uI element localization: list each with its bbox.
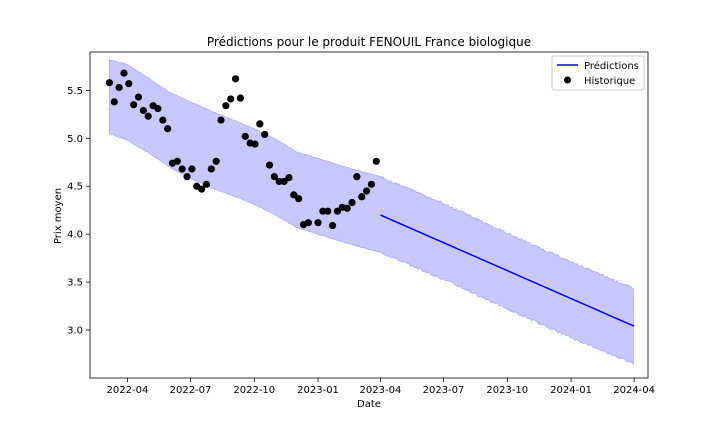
history-point [241, 132, 249, 140]
history-point [134, 93, 143, 101]
prediction-line [380, 214, 635, 327]
history-point [125, 80, 133, 88]
history-point [198, 185, 206, 193]
x-tick-label: 2022-10 [233, 385, 275, 396]
history-point [164, 125, 172, 133]
legend-label-history: Historique [584, 76, 635, 87]
history-point [105, 79, 114, 87]
history-point [261, 130, 269, 139]
history-point [207, 165, 215, 173]
x-axis-label: Date [357, 399, 381, 410]
x-tick-label: 2023-10 [486, 385, 528, 396]
history-point [154, 104, 162, 113]
y-tick-label: 3.5 [67, 278, 83, 289]
chart-title: Prédictions pour le produit FENOUIL Fran… [207, 35, 531, 49]
y-tick-label: 3.0 [67, 326, 83, 337]
history-point [251, 140, 259, 148]
history-point [358, 193, 366, 201]
history-point [188, 165, 196, 173]
history-point [333, 207, 342, 215]
history-point [231, 75, 240, 83]
history-point [295, 195, 303, 203]
history-point [159, 116, 167, 124]
history-point [314, 219, 322, 227]
history-point [290, 191, 298, 199]
x-tick-label: 2023-07 [423, 385, 465, 396]
history-point [280, 177, 288, 186]
history-point [222, 102, 230, 110]
history-point [265, 161, 274, 169]
history-point [173, 157, 181, 165]
x-tick-label: 2024-01 [550, 385, 592, 396]
y-axis-label: Prix moyen [53, 188, 64, 244]
y-tick-label: 4.0 [67, 230, 83, 241]
legend: Prédictions Historique [551, 55, 645, 91]
history-point [115, 83, 123, 92]
x-tick-label: 2022-04 [107, 385, 149, 396]
plot-frame [89, 51, 649, 379]
x-tick-label: 2022-07 [170, 385, 212, 396]
history-point [343, 204, 351, 212]
x-tick-label: 2023-01 [297, 385, 339, 396]
history-point [178, 165, 186, 173]
history-point [362, 187, 371, 195]
y-tick-label: 5.5 [67, 86, 83, 97]
history-point [324, 207, 332, 215]
history-point [256, 120, 264, 128]
legend-swatch-marker [564, 76, 571, 84]
history-point [139, 106, 147, 115]
history-point [110, 98, 118, 106]
history-point [183, 173, 191, 181]
x-tick-label: 2024-04 [613, 385, 655, 396]
history-point [212, 157, 220, 165]
history-point [348, 198, 356, 207]
history-point [285, 174, 293, 182]
history-point [236, 94, 245, 102]
x-tick-label: 2023-04 [360, 385, 402, 396]
history-point [372, 157, 380, 165]
history-point [202, 180, 211, 188]
confidence-band [109, 59, 634, 366]
history-point [217, 116, 225, 124]
history-point [120, 69, 128, 77]
history-point [367, 180, 376, 188]
history-point [304, 219, 312, 227]
legend-label-predictions: Prédictions [584, 60, 639, 72]
history-point [227, 95, 235, 103]
history-point [353, 173, 361, 181]
y-tick-label: 5.0 [67, 134, 83, 145]
axes: 2022-04 2022-07 2022-10 2023-01 2023-04 2023-… [67, 51, 655, 396]
history-point [130, 101, 138, 109]
plot-area [105, 59, 635, 366]
history-point [329, 221, 337, 230]
history-point [144, 112, 152, 120]
y-tick-label: 4.5 [67, 182, 83, 193]
history-point [270, 173, 278, 181]
